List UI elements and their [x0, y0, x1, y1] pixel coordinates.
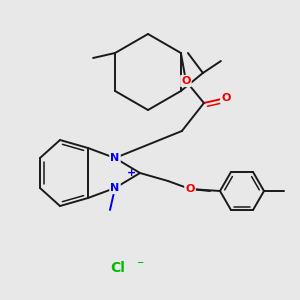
Text: O: O	[221, 93, 231, 103]
Text: Cl: Cl	[111, 261, 125, 275]
Text: O: O	[185, 184, 195, 194]
Text: N: N	[110, 153, 120, 163]
Text: ⁻: ⁻	[136, 258, 144, 272]
Text: O: O	[181, 76, 190, 86]
Text: +: +	[128, 168, 136, 178]
Text: N: N	[110, 183, 120, 193]
